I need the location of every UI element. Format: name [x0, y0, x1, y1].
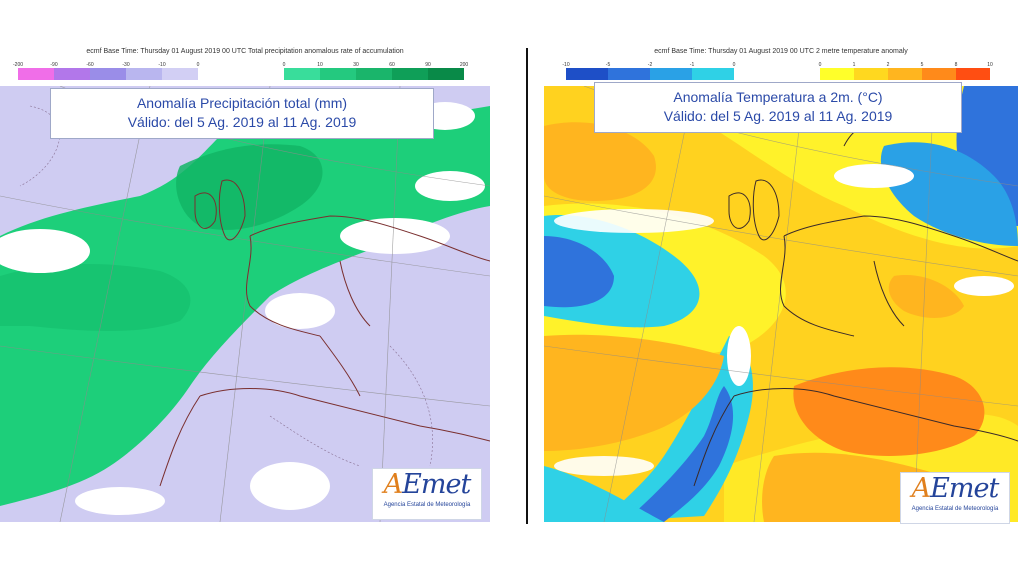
temp-legend-tick: 10 [987, 62, 993, 68]
precip-legend-swatch [54, 68, 90, 80]
precip-legend-tick: -10 [158, 62, 166, 68]
temp-legend-tick: -1 [689, 62, 695, 68]
aemet-logo-subtitle: Agencia Estatal de Meteorología [383, 502, 471, 508]
panel-divider [526, 48, 528, 524]
precip-legend-swatch [162, 68, 198, 80]
temp-valid-dates: Válido: del 5 Ag. 2019 al 11 Ag. 2019 [663, 108, 893, 124]
precip-legend-tick: 200 [459, 62, 469, 68]
precip-legend-swatch [126, 68, 162, 80]
temp-legend-swatch [922, 68, 956, 80]
precip-title-box: Anomalía Precipitación total (mm) Válido… [50, 88, 434, 139]
temp-legend-swatch [956, 68, 990, 80]
temp-legend-swatch [820, 68, 854, 80]
temp-legend-swatch [608, 68, 650, 80]
precip-legend-tick: -200 [12, 62, 24, 68]
temp-legend-tick: 1 [852, 62, 856, 68]
temp-legend-tick: 0 [732, 62, 736, 68]
precip-legend-swatch [320, 68, 356, 80]
precip-legend-swatch [392, 68, 428, 80]
precip-valid-dates: Válido: del 5 Ag. 2019 al 11 Ag. 2019 [127, 114, 357, 130]
temp-legend-tick: -5 [605, 62, 611, 68]
temp-legend-tick: 2 [886, 62, 890, 68]
temp-legend-swatch [692, 68, 734, 80]
temp-legend-swatch [854, 68, 888, 80]
precip-legend-swatch [90, 68, 126, 80]
precip-anomaly-map [0, 86, 490, 522]
temperature-anomaly-panel: ecmf Base Time: Thursday 01 August 2019 … [544, 48, 1018, 524]
temp-legend-swatch [650, 68, 692, 80]
precip-legend-tick: -90 [50, 62, 58, 68]
aemet-logo-wordmark: AEmet [911, 473, 1000, 504]
precip-legend-tick: -60 [86, 62, 94, 68]
precip-map-title: Anomalía Precipitación total (mm) [136, 95, 348, 111]
precip-legend-swatch [428, 68, 464, 80]
precip-legend: -200 -90 -60 -30 -10 0 0 10 30 60 90 200 [13, 62, 468, 82]
temp-map-title: Anomalía Temperatura a 2m. (°C) [673, 89, 883, 105]
temp-legend-tick: -10 [562, 62, 570, 68]
precip-legend-tick: 0 [196, 62, 200, 68]
temp-legend: -10 -5 -2 -1 0 0 1 2 5 8 10 [562, 62, 993, 82]
aemet-logo: AEmet Agencia Estatal de Meteorología [372, 468, 482, 520]
temp-legend-tick: 0 [818, 62, 822, 68]
precip-legend-tick: -30 [122, 62, 130, 68]
temp-legend-tick: 5 [920, 62, 924, 68]
temp-title-box: Anomalía Temperatura a 2m. (°C) Válido: … [594, 82, 962, 133]
precip-legend-tick: 90 [425, 62, 431, 68]
temperature-anomaly-map [544, 86, 1018, 522]
precip-legend-tick: 10 [317, 62, 323, 68]
temp-legend-swatch [566, 68, 608, 80]
precip-legend-tick: 30 [353, 62, 359, 68]
aemet-logo: AEmet Agencia Estatal de Meteorología [900, 472, 1010, 524]
temp-model-header: ecmf Base Time: Thursday 01 August 2019 … [654, 48, 908, 55]
precip-legend-swatch [356, 68, 392, 80]
aemet-logo-subtitle: Agencia Estatal de Meteorología [911, 506, 999, 512]
temp-legend-tick: -2 [647, 62, 653, 68]
temp-legend-tick: 8 [954, 62, 958, 68]
precip-map-graphic [0, 86, 490, 522]
precip-legend-swatch [18, 68, 54, 80]
precip-legend-tick: 0 [282, 62, 286, 68]
precip-legend-tick: 60 [389, 62, 395, 68]
precip-legend-swatch [284, 68, 320, 80]
aemet-logo-wordmark: AEmet [383, 469, 472, 500]
precip-model-header: ecmf Base Time: Thursday 01 August 2019 … [86, 48, 404, 55]
precipitation-anomaly-panel: ecmf Base Time: Thursday 01 August 2019 … [0, 48, 490, 522]
temp-map-graphic [544, 86, 1018, 522]
temp-legend-swatch [888, 68, 922, 80]
